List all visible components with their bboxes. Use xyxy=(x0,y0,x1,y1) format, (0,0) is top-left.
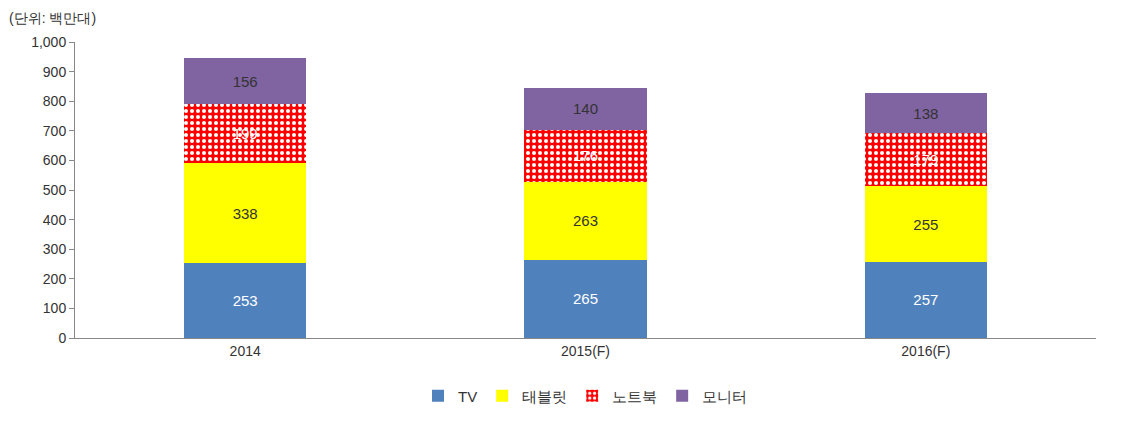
svg-text:176: 176 xyxy=(573,147,598,164)
svg-text:257: 257 xyxy=(913,291,938,308)
svg-text:노트북: 노트북 xyxy=(612,388,657,405)
svg-text:1,000: 1,000 xyxy=(31,34,66,50)
svg-text:(단위: 백만대): (단위: 백만대) xyxy=(9,10,96,26)
svg-text:179: 179 xyxy=(913,151,938,168)
svg-text:199: 199 xyxy=(233,125,258,142)
svg-text:2016(F): 2016(F) xyxy=(901,343,950,359)
svg-text:800: 800 xyxy=(43,93,67,109)
svg-text:0: 0 xyxy=(58,330,66,346)
svg-text:모니터: 모니터 xyxy=(702,388,747,405)
svg-text:500: 500 xyxy=(43,182,67,198)
svg-text:200: 200 xyxy=(43,271,67,287)
svg-text:338: 338 xyxy=(233,205,258,222)
svg-text:255: 255 xyxy=(913,216,938,233)
svg-text:300: 300 xyxy=(43,241,67,257)
svg-text:900: 900 xyxy=(43,64,67,80)
svg-text:600: 600 xyxy=(43,152,67,168)
svg-text:138: 138 xyxy=(913,105,938,122)
svg-text:700: 700 xyxy=(43,123,67,139)
svg-text:태블릿: 태블릿 xyxy=(522,388,567,405)
svg-text:2015(F): 2015(F) xyxy=(561,343,610,359)
svg-text:156: 156 xyxy=(233,73,258,90)
svg-text:100: 100 xyxy=(43,300,67,316)
svg-text:265: 265 xyxy=(573,290,598,307)
svg-text:400: 400 xyxy=(43,212,67,228)
svg-text:263: 263 xyxy=(573,212,598,229)
svg-text:253: 253 xyxy=(233,292,258,309)
svg-text:TV: TV xyxy=(458,388,477,405)
svg-text:2014: 2014 xyxy=(230,343,261,359)
svg-text:140: 140 xyxy=(573,100,598,117)
